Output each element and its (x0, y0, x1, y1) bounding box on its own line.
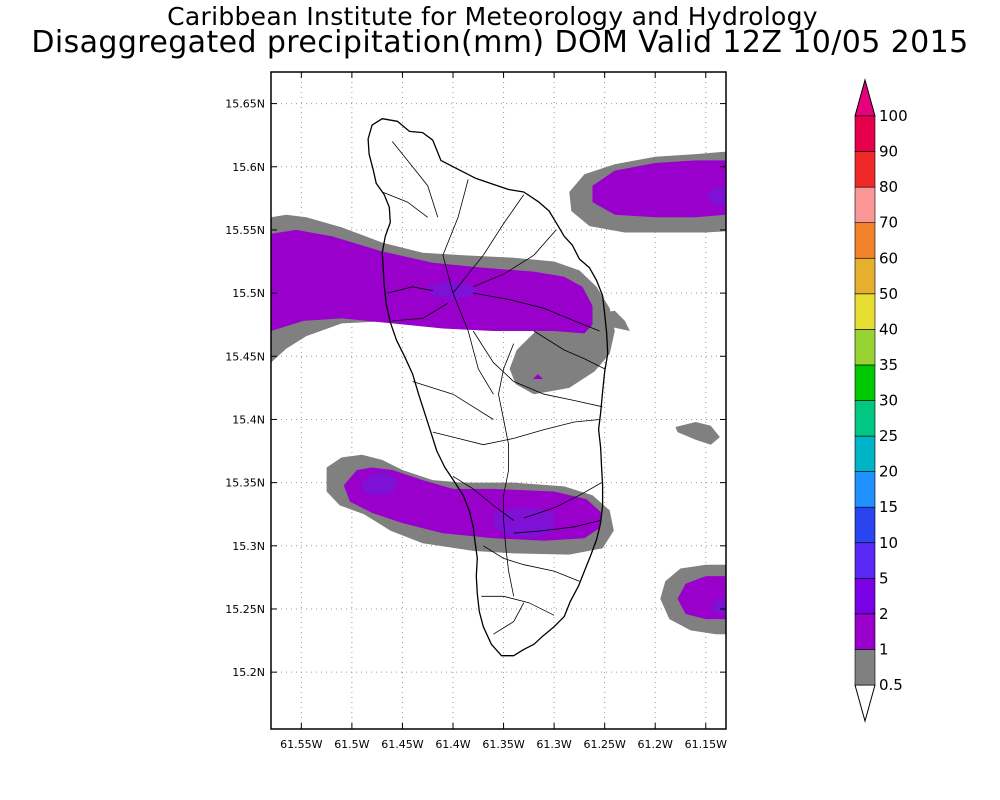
precip-band-2 (362, 472, 398, 496)
colorbar-lower-arrow (854, 684, 876, 723)
colorbar-swatch (854, 435, 876, 472)
river-line (481, 595, 555, 616)
river-line (533, 330, 605, 370)
colorbar-label: 5 (879, 569, 889, 587)
lat-tick-label: 15.3N (232, 540, 265, 553)
colorbar-label: 40 (879, 320, 898, 338)
dominica-island (367, 118, 609, 657)
river-line (442, 179, 469, 294)
lon-tick-label: 61.45W (381, 738, 423, 751)
river-line (382, 191, 428, 218)
colorbar-swatch (854, 364, 876, 401)
lat-tick-label: 15.45N (225, 350, 265, 363)
colorbar-label: 0.5 (879, 676, 903, 694)
lat-tick-label: 15.35N (225, 477, 265, 490)
colorbar-swatch (854, 257, 876, 295)
river-line (473, 292, 600, 332)
river-line (513, 520, 601, 534)
river-line (473, 229, 557, 288)
colorbar-label: 60 (879, 249, 898, 267)
colorbar-swatch (854, 542, 876, 579)
lon-tick-label: 61.55W (280, 738, 322, 751)
precip-band-2 (710, 598, 726, 616)
precip-band-1 (271, 229, 593, 334)
header-title: Caribbean Institute for Meteorology and … (167, 2, 818, 31)
lat-tick-label: 15.5N (232, 287, 265, 300)
precip-band-1 (592, 160, 726, 218)
lat-tick-label: 15.65N (225, 98, 265, 111)
island-coastline (367, 118, 609, 657)
lat-tick-label: 15.25N (225, 603, 265, 616)
river-line (387, 286, 433, 294)
river-line (452, 194, 525, 294)
colorbar-label: 10 (879, 534, 898, 552)
precip-band-2 (493, 507, 555, 539)
colorbar-label: 70 (879, 214, 898, 232)
lon-tick-label: 61.35W (482, 738, 524, 751)
colorbar-swatch (854, 400, 876, 437)
river-line (498, 343, 515, 597)
colorbar-label: 25 (879, 427, 898, 445)
colorbar-swatch (854, 222, 876, 259)
colorbar-swatch (854, 115, 876, 152)
river-line (391, 141, 439, 218)
lon-tick-label: 61.3W (536, 738, 571, 751)
precipitation-field (271, 151, 726, 635)
colorbar-swatch (854, 506, 876, 544)
river-line (392, 302, 449, 322)
lon-tick-label: 61.4W (435, 738, 470, 751)
lat-tick-label: 15.55N (225, 224, 265, 237)
colorbar-swatch (854, 151, 876, 188)
colorbar-swatch (854, 329, 876, 366)
lat-tick-label: 15.6N (232, 161, 265, 174)
colorbar-swatch (854, 293, 876, 330)
river-line (483, 545, 580, 582)
colorbar-label: 100 (879, 107, 908, 125)
precip-band-2 (705, 187, 726, 205)
lon-tick-label: 61.5W (334, 738, 369, 751)
colorbar-swatch (854, 649, 876, 686)
colorbar-label: 80 (879, 178, 898, 196)
colorbar-swatch (854, 613, 876, 650)
colorbar-label: 2 (879, 605, 889, 623)
colorbar-swatch (854, 471, 876, 508)
colorbar-label: 30 (879, 392, 898, 410)
colorbar-label: 1 (879, 640, 889, 658)
river-line (523, 482, 602, 519)
map-frame (270, 71, 727, 730)
colorbar-label: 90 (879, 143, 898, 161)
map-axes: 61.55W 61.5W 61.45W 61.4W 61.35W 61.3W 61.25W 6… (225, 72, 727, 751)
river-line (412, 381, 494, 420)
colorbar-upper-arrow (854, 78, 876, 117)
river-line (452, 292, 494, 395)
lon-tick-label: 61.2W (638, 738, 673, 751)
lat-tick-label: 15.2N (232, 666, 265, 679)
lon-tick-label: 61.15W (685, 738, 727, 751)
river-line (472, 330, 603, 408)
colorbar-swatch (854, 186, 876, 223)
colorbar-swatch (854, 578, 876, 615)
river-line (432, 419, 600, 446)
precip-band-1 (532, 374, 543, 379)
colorbar-label: 35 (879, 356, 898, 374)
lat-tick-label: 15.4N (232, 413, 265, 426)
colorbar-label: 20 (879, 463, 898, 481)
colorbar-label: 15 (879, 498, 898, 516)
colorbar-label: 50 (879, 285, 898, 303)
lon-tick-label: 61.25W (583, 738, 625, 751)
precip-band-0-5 (675, 422, 720, 445)
river-line (493, 602, 525, 635)
header-subtitle: Disaggregated precipitation(mm) DOM Vali… (31, 25, 969, 60)
